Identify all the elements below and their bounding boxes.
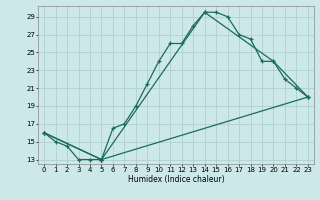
X-axis label: Humidex (Indice chaleur): Humidex (Indice chaleur) — [128, 175, 224, 184]
